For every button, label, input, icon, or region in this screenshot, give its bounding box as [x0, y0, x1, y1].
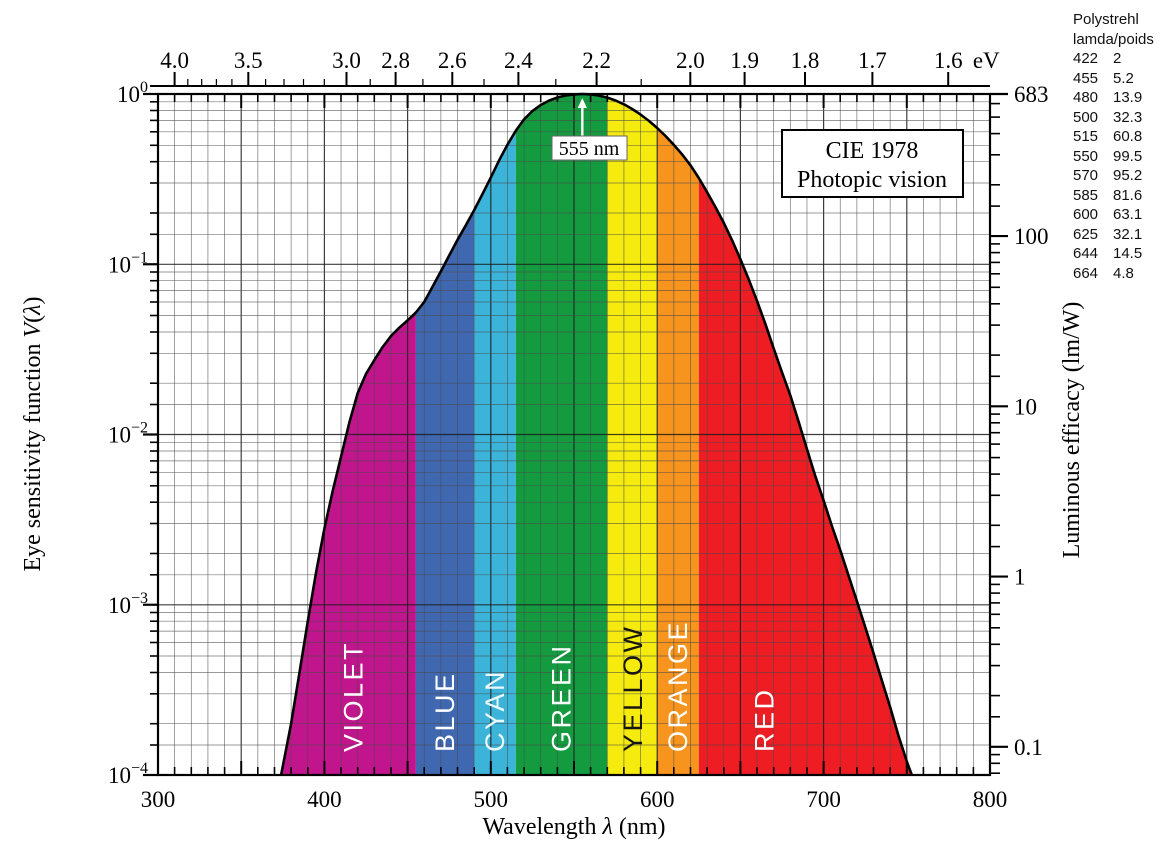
x-axis-tick-label: 600: [640, 787, 675, 812]
table-row: 600 63.1: [1073, 205, 1173, 225]
table-rows: 422 2 455 5.2 480 13.9 500 32.3 515 60.8 550 99.5 57…: [1073, 49, 1173, 283]
right-axis-tick-label: 10: [1014, 394, 1037, 419]
x-axis-tick-label: 700: [806, 787, 841, 812]
table-cell-weight: 13.9: [1113, 89, 1143, 106]
table-cell-weight: 32.3: [1113, 108, 1143, 126]
table-row: 515 60.8: [1073, 127, 1173, 147]
ev-axis-ticks: [173, 72, 950, 86]
cie-label-line1: CIE 1978: [826, 138, 919, 164]
right-axis-tick-label: 1: [1014, 565, 1026, 590]
x-axis-title: Wavelength λ (nm): [482, 814, 665, 840]
ev-axis-tick-label: 3.5: [234, 48, 263, 73]
band-label-yellow: YELLOW: [618, 624, 648, 752]
ev-axis-tick-label: 2.8: [381, 48, 410, 73]
table-subtitle: lamda/poids: [1073, 30, 1154, 48]
table-cell-weight: 14.5: [1113, 245, 1143, 262]
left-axis-tick-label: 10−1: [108, 249, 148, 277]
cie-label-line2: Photopic vision: [797, 167, 947, 193]
table-cell-weight: 99.5: [1113, 147, 1143, 165]
ev-axis-tick-label: 2.2: [582, 48, 611, 73]
table-cell-lambda: 455: [1073, 69, 1099, 87]
right-axis-ticks: [990, 92, 1008, 775]
ev-axis-unit-label: eV: [973, 48, 1000, 73]
table-row: 585 81.6: [1073, 186, 1173, 206]
table-row: 570 95.2: [1073, 166, 1173, 186]
table-row: 625 32.1: [1073, 225, 1173, 245]
table-cell-weight: 2: [1113, 50, 1122, 67]
table-cell-weight: 60.8: [1113, 128, 1143, 145]
right-axis-tick-label: 100: [1014, 224, 1049, 249]
table-cell-lambda: 625: [1073, 225, 1099, 243]
wavelength-ruler-ticks: [173, 94, 975, 775]
table-cell-weight: 5.2: [1113, 69, 1134, 87]
sensitivity-curve: [279, 92, 914, 776]
peak-arrow-head: [577, 98, 587, 108]
ev-axis-tick-label: 2.4: [504, 48, 533, 73]
table-row: 455 5.2: [1073, 69, 1173, 89]
band-label-blue: BLUE: [430, 671, 460, 752]
band-label-orange: ORANGE: [663, 620, 693, 752]
left-axis-tick-label: 10−2: [108, 420, 148, 448]
table-cell-lambda: 480: [1073, 89, 1099, 106]
table-row: 664 4.8: [1073, 264, 1173, 284]
table-cell-weight: 63.1: [1113, 206, 1143, 223]
left-axis-tick-label: 100: [117, 79, 148, 107]
table-cell-lambda: 644: [1073, 245, 1099, 262]
table-cell-lambda: 585: [1073, 186, 1099, 204]
left-axis-ticks: [143, 92, 158, 777]
table-cell-weight: 81.6: [1113, 186, 1143, 204]
ev-axis-tick-label: 1.8: [791, 48, 820, 73]
x-axis-tick-label: 500: [474, 787, 509, 812]
table-cell-lambda: 422: [1073, 50, 1099, 67]
table-cell-weight: 4.8: [1113, 264, 1134, 282]
peak-annotation-box: [551, 135, 628, 161]
right-axis-tick-label: 683: [1014, 82, 1049, 107]
table-cell-lambda: 550: [1073, 147, 1099, 165]
ev-axis-tick-label: 1.9: [730, 48, 759, 73]
band-label-cyan: CYAN: [480, 669, 510, 752]
band-label-violet: VIOLET: [339, 641, 369, 752]
table-cell-lambda: 500: [1073, 108, 1099, 126]
table-cell-lambda: 515: [1073, 128, 1099, 145]
table-title: Polystrehl: [1073, 11, 1139, 28]
polystrehl-table: Polystrehl lamda/poids 422 2 455 5.2 480 13.9…: [1073, 10, 1173, 283]
left-axis-tick-label: 10−3: [108, 590, 148, 618]
table-cell-weight: 95.2: [1113, 167, 1143, 184]
x-axis-tick-label: 800: [973, 787, 1008, 812]
ev-axis-tick-label: 1.7: [858, 48, 887, 73]
table-cell-lambda: 600: [1073, 206, 1099, 223]
right-axis-tick-label: 0.1: [1014, 735, 1043, 760]
table-cell-lambda: 570: [1073, 167, 1099, 184]
band-label-green: GREEN: [547, 643, 577, 752]
table-row: 500 32.3: [1073, 108, 1173, 128]
cie-label-box: [781, 129, 964, 198]
left-axis-title: Eye sensitivity function V(λ): [20, 296, 46, 571]
left-axis-tick-label: 10−4: [108, 760, 148, 788]
x-axis-tick-label: 300: [141, 787, 176, 812]
table-cell-lambda: 664: [1073, 264, 1099, 282]
table-cell-weight: 32.1: [1113, 225, 1143, 243]
table-row: 644 14.5: [1073, 244, 1173, 264]
ev-axis-tick-label: 2.6: [438, 48, 467, 73]
ev-axis-tick-label: 2.0: [676, 48, 705, 73]
table-row: 550 99.5: [1073, 147, 1173, 167]
table-row: 480 13.9: [1073, 88, 1173, 108]
right-axis-title: Luminous efficacy (lm/W): [1059, 302, 1085, 559]
peak-annotation-label: 555 nm: [559, 138, 620, 160]
x-axis-tick-label: 400: [307, 787, 342, 812]
band-label-red: RED: [750, 687, 780, 752]
ev-axis-tick-label: 4.0: [160, 48, 189, 73]
table-row: 422 2: [1073, 49, 1173, 69]
ev-axis-tick-label: 1.6: [934, 48, 963, 73]
ev-axis-tick-label: 3.0: [332, 48, 361, 73]
